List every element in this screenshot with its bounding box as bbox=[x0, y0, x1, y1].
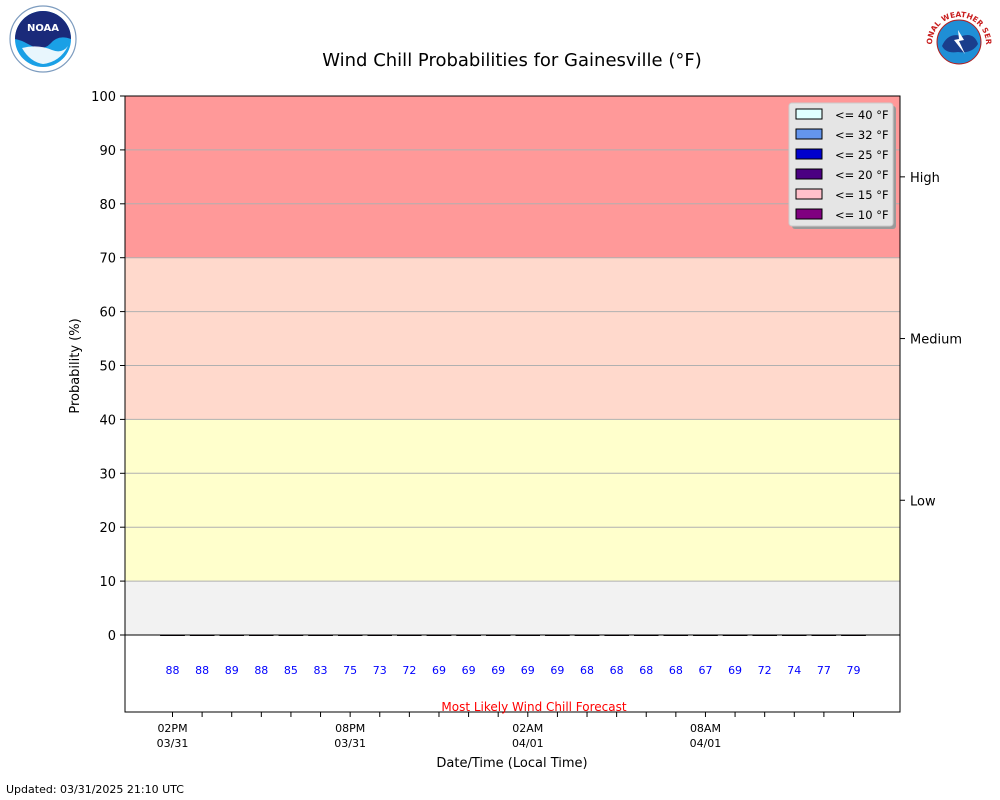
band-label: Low bbox=[910, 494, 936, 509]
x-tick-date: 03/31 bbox=[157, 737, 189, 750]
most-likely-value: 67 bbox=[698, 664, 712, 677]
x-tick-date: 04/01 bbox=[512, 737, 544, 750]
x-tick-date: 04/01 bbox=[690, 737, 722, 750]
y-axis-label: Probability (%) bbox=[68, 318, 83, 413]
most-likely-value: 88 bbox=[254, 664, 268, 677]
y-axis-ticks: 0 10 20 30 40 50 60 70 80 90 100 bbox=[91, 90, 125, 644]
most-likely-value: 73 bbox=[373, 664, 387, 677]
band-label: High bbox=[910, 171, 940, 186]
updated-timestamp: Updated: 03/31/2025 21:10 UTC bbox=[6, 783, 184, 796]
x-tick-date: 03/31 bbox=[334, 737, 366, 750]
band-1 bbox=[125, 419, 900, 582]
most-likely-value: 88 bbox=[195, 664, 209, 677]
y-tick-label: 80 bbox=[99, 198, 116, 213]
probability-bands bbox=[125, 96, 900, 635]
legend-swatch bbox=[795, 148, 823, 160]
y-tick-label: 90 bbox=[99, 144, 116, 159]
most-likely-value: 83 bbox=[314, 664, 328, 677]
x-tick-time: 08AM bbox=[690, 722, 721, 735]
most-likely-value: 69 bbox=[432, 664, 446, 677]
grid-lines bbox=[125, 149, 900, 582]
legend-label: <= 10 °F bbox=[835, 208, 889, 222]
legend-label: <= 32 °F bbox=[835, 128, 889, 142]
x-axis-label: Date/Time (Local Time) bbox=[436, 756, 587, 771]
y-tick-label: 50 bbox=[99, 360, 116, 375]
legend-label: <= 25 °F bbox=[835, 148, 889, 162]
most-likely-value: 69 bbox=[550, 664, 564, 677]
most-likely-value: 77 bbox=[817, 664, 831, 677]
most-likely-value: 88 bbox=[166, 664, 180, 677]
x-tick-time: 08PM bbox=[335, 722, 365, 735]
y-tick-label: 0 bbox=[108, 629, 116, 644]
legend: <= 40 °F <= 32 °F <= 25 °F <= 20 °F <= 15 °F… bbox=[788, 102, 896, 229]
most-likely-value: 89 bbox=[225, 664, 239, 677]
most-likely-value: 72 bbox=[402, 664, 416, 677]
band-labels: Low Medium High bbox=[900, 171, 962, 509]
noaa-logo: NOAA bbox=[9, 5, 77, 73]
band-3 bbox=[125, 96, 900, 258]
most-likely-value: 74 bbox=[787, 664, 801, 677]
legend-label: <= 20 °F bbox=[835, 168, 889, 182]
legend-swatch bbox=[795, 168, 823, 180]
most-likely-value: 68 bbox=[580, 664, 594, 677]
most-likely-value: 79 bbox=[847, 664, 861, 677]
plot-frame bbox=[124, 95, 901, 713]
y-tick-label: 20 bbox=[99, 521, 116, 536]
legend-swatch bbox=[795, 208, 823, 220]
most-likely-values: 88 88 89 88 85 83 75 73 72 69 69 69 69 69 68 68 68 68 67 69… bbox=[166, 664, 861, 677]
band-label: Medium bbox=[910, 333, 962, 348]
legend-swatch bbox=[795, 108, 823, 120]
y-tick-label: 100 bbox=[91, 90, 116, 105]
most-likely-value: 85 bbox=[284, 664, 298, 677]
legend-swatch bbox=[795, 128, 823, 140]
most-likely-value: 69 bbox=[462, 664, 476, 677]
most-likely-value: 69 bbox=[491, 664, 505, 677]
noaa-logo-text: NOAA bbox=[27, 23, 59, 34]
y-tick-label: 10 bbox=[99, 575, 116, 590]
band-0 bbox=[125, 581, 900, 635]
y-tick-label: 70 bbox=[99, 252, 116, 267]
legend-label: <= 40 °F bbox=[835, 108, 889, 122]
x-tick-time: 02PM bbox=[157, 722, 187, 735]
y-tick-label: 30 bbox=[99, 467, 116, 482]
most-likely-value: 72 bbox=[758, 664, 772, 677]
x-tick-time: 02AM bbox=[512, 722, 543, 735]
nws-logo: NATIONAL WEATHER SERVICE bbox=[922, 4, 993, 65]
most-likely-value: 75 bbox=[343, 664, 357, 677]
x-axis-ticks: 02PM 03/31 08PM 03/31 02AM 04/01 08AM 04/01 bbox=[157, 712, 854, 750]
y-tick-label: 40 bbox=[99, 413, 116, 428]
most-likely-value: 68 bbox=[639, 664, 653, 677]
legend-swatch bbox=[795, 188, 823, 200]
most-likely-value: 68 bbox=[610, 664, 624, 677]
most-likely-value: 68 bbox=[669, 664, 683, 677]
y-tick-label: 60 bbox=[99, 306, 116, 321]
forecast-label: Most Likely Wind Chill Forecast bbox=[441, 700, 626, 714]
most-likely-value: 69 bbox=[728, 664, 742, 677]
chart-title: Wind Chill Probabilities for Gainesville… bbox=[322, 50, 702, 71]
band-2 bbox=[125, 257, 900, 420]
legend-label: <= 15 °F bbox=[835, 188, 889, 202]
most-likely-value: 69 bbox=[521, 664, 535, 677]
